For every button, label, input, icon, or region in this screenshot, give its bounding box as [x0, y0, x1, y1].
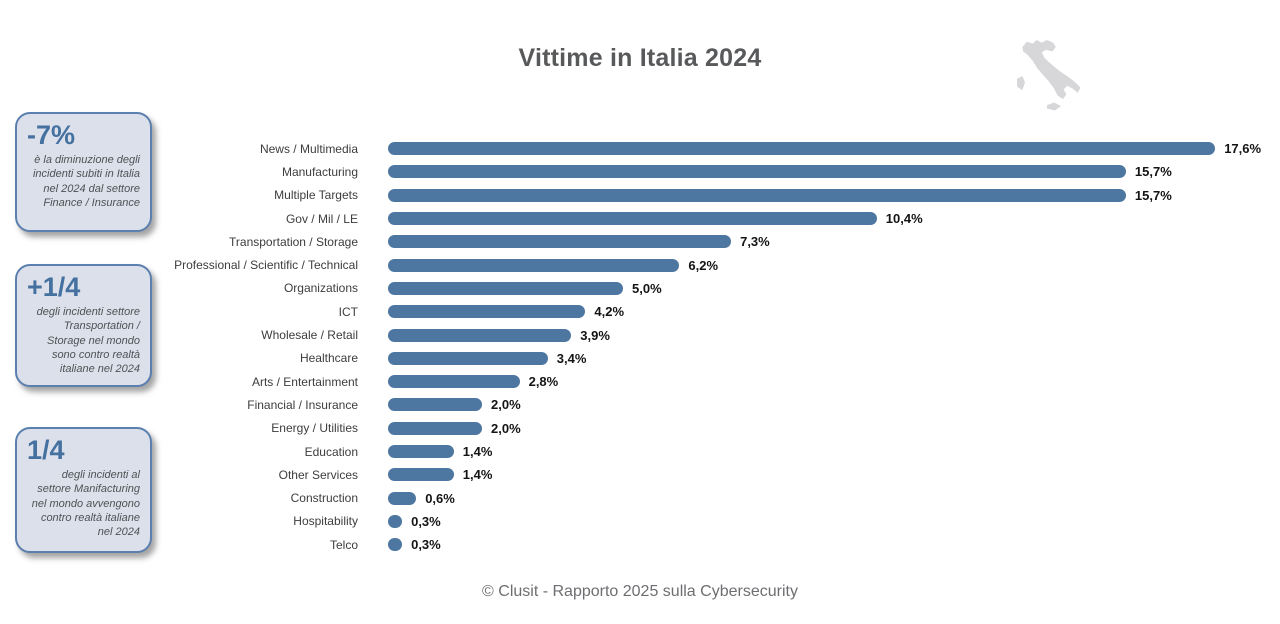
callout-body: degli incidenti settore Transportation /… — [36, 306, 140, 376]
bar-row: Arts / Entertainment 2,8% — [165, 370, 1261, 393]
category-label: Financial / Insurance — [247, 397, 358, 412]
category-label: News / Multimedia — [259, 141, 358, 156]
value-label: 15,7% — [1134, 187, 1172, 203]
category-label: Wholesale / Retail — [261, 328, 358, 343]
bar — [388, 468, 454, 482]
category-label: Professional / Scientific / Technical — [174, 258, 358, 273]
value-label: 2,0% — [491, 397, 521, 413]
bar — [388, 142, 1216, 156]
bar-row: Professional / Scientific / Technical 6,2… — [165, 253, 1261, 276]
value-label: 10,4% — [885, 211, 923, 227]
bar-row: Construction 0,6% — [165, 486, 1261, 509]
value-label: 5,0% — [632, 280, 662, 296]
bar-row: Organizations 5,0% — [165, 277, 1261, 300]
category-label: Manufacturing — [281, 164, 358, 179]
category-label: Energy / Utilities — [271, 421, 358, 436]
category-label: Arts / Entertainment — [251, 374, 358, 389]
bar-row: Wholesale / Retail 3,9% — [165, 323, 1261, 346]
bar — [388, 328, 572, 342]
callout-headline: -7% — [27, 120, 76, 150]
bar — [388, 375, 520, 389]
bar — [388, 351, 548, 365]
category-label: Education — [304, 444, 358, 459]
value-label: 3,4% — [556, 350, 587, 366]
value-label: 7,3% — [740, 234, 770, 250]
bar — [388, 281, 623, 295]
bar — [388, 235, 732, 249]
bar — [388, 165, 1126, 179]
value-label: 6,2% — [688, 257, 719, 273]
bar-row: Transportation / Storage 7,3% — [165, 230, 1261, 253]
bar — [388, 538, 403, 552]
category-label: Other Services — [278, 467, 358, 482]
value-label: 0,3% — [411, 537, 441, 553]
value-label: 2,8% — [528, 374, 559, 390]
bar — [388, 305, 586, 319]
bar-row: Manufacturing 15,7% — [165, 160, 1261, 183]
bar — [388, 421, 482, 435]
callout-manufacturing: 1/4 degli incidenti al settore Manifactu… — [15, 427, 152, 553]
value-label: 15,7% — [1134, 164, 1172, 180]
bar-row: Energy / Utilities 2,0% — [165, 417, 1261, 440]
value-label: 0,6% — [425, 490, 455, 506]
bar-row: Other Services 1,4% — [165, 463, 1261, 486]
category-label: Multiple Targets — [274, 188, 358, 203]
bar — [388, 445, 454, 458]
bar-row: Hospitability 0,3% — [165, 510, 1261, 533]
value-label: 3,9% — [580, 327, 610, 343]
bar — [388, 258, 680, 272]
category-label: Transportation / Storage — [229, 234, 358, 249]
callout-transportation-storage: +1/4 degli incidenti settore Transportat… — [15, 264, 152, 387]
bar-row: Education 1,4% — [165, 440, 1261, 463]
bar — [388, 212, 877, 226]
bar — [388, 398, 482, 412]
bar-row: News / Multimedia 17,6% — [165, 137, 1261, 160]
value-label: 17,6% — [1224, 141, 1262, 157]
value-label: 4,2% — [594, 304, 625, 320]
category-label: ICT — [338, 304, 358, 319]
category-label: Construction — [290, 491, 358, 506]
value-label: 1,4% — [462, 467, 493, 483]
callout-body: degli incidenti al settore Manifacturing… — [31, 469, 140, 539]
category-label: Healthcare — [299, 351, 358, 366]
bar-row: Multiple Targets 15,7% — [165, 184, 1261, 207]
callout-headline: 1/4 — [27, 435, 65, 465]
category-label: Hospitability — [293, 514, 358, 529]
bar-row: Healthcare 3,4% — [165, 347, 1261, 370]
bar-row: Telco 0,3% — [165, 533, 1261, 556]
category-label: Gov / Mil / LE — [285, 211, 358, 226]
value-label: 1,4% — [462, 444, 493, 459]
bar — [388, 491, 417, 505]
bar — [388, 188, 1126, 202]
callout-body: è la diminuzione degli incidenti subiti … — [32, 154, 140, 209]
bar-rows: News / Multimedia 17,6% Manufacturing 15,7%… — [165, 137, 1261, 556]
bar-row: Gov / Mil / LE 10,4% — [165, 207, 1261, 230]
page-title: Vittime in Italia 2024 — [518, 44, 762, 72]
footer-credit: © Clusit - Rapporto 2025 sulla Cybersecu… — [482, 583, 798, 600]
bar-row: ICT 4,2% — [165, 300, 1261, 323]
category-label: Organizations — [283, 281, 358, 296]
bar-row: Financial / Insurance 2,0% — [165, 393, 1261, 416]
value-label: 0,3% — [411, 513, 441, 529]
italy-map-icon — [1017, 40, 1081, 111]
bar-chart: News / Multimedia 17,6% Manufacturing 15,7%… — [165, 137, 1261, 556]
callout-headline: +1/4 — [27, 272, 81, 302]
bar — [388, 514, 403, 528]
callout-finance-insurance: -7% è la diminuzione degli incidenti sub… — [15, 112, 152, 232]
value-label: 2,0% — [491, 420, 521, 436]
category-label: Telco — [329, 537, 358, 552]
